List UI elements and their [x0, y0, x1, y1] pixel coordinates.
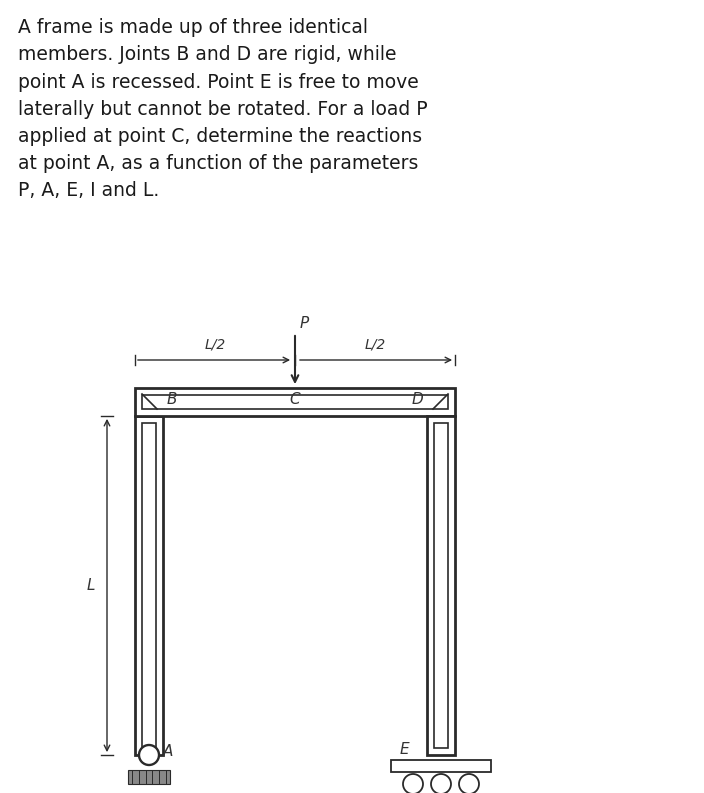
Circle shape: [431, 774, 451, 793]
Bar: [142, 395, 448, 409]
Text: L/2: L/2: [204, 338, 225, 352]
Circle shape: [403, 774, 423, 793]
Bar: [135, 388, 455, 416]
Text: D: D: [411, 392, 423, 407]
Circle shape: [459, 774, 479, 793]
Text: L/2: L/2: [365, 338, 386, 352]
Text: A: A: [163, 744, 173, 758]
Bar: [434, 423, 448, 748]
Bar: [135, 416, 163, 755]
Bar: [391, 760, 491, 772]
Text: P: P: [300, 316, 309, 331]
Text: C: C: [289, 392, 301, 407]
Bar: [142, 423, 156, 748]
Text: L: L: [87, 578, 95, 593]
Text: B: B: [167, 392, 177, 407]
Bar: [128, 770, 170, 784]
Circle shape: [139, 745, 159, 765]
Text: E: E: [399, 742, 409, 757]
Text: A frame is made up of three identical
members. Joints B and D are rigid, while
p: A frame is made up of three identical me…: [18, 18, 427, 201]
Bar: [427, 416, 455, 755]
